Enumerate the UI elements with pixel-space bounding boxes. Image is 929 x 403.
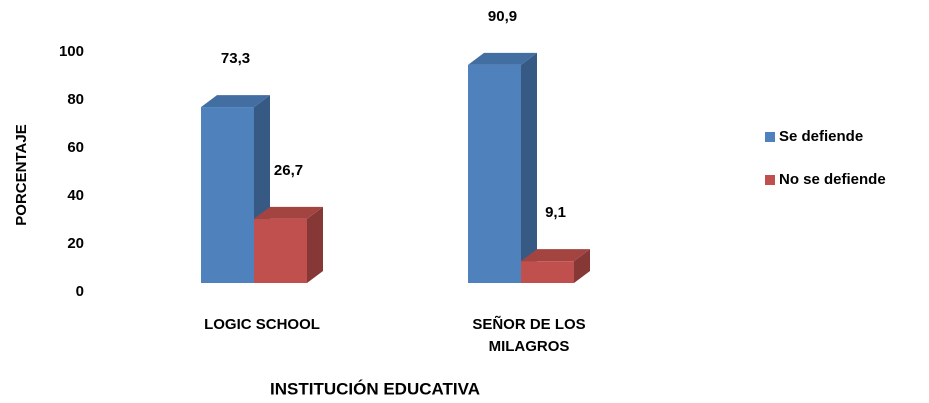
y-tick-label: 80 (67, 91, 84, 108)
data-label: 9,1 (545, 204, 566, 221)
bar (254, 218, 307, 283)
y-tick-label: 40 (67, 187, 84, 204)
data-label: 90,9 (488, 8, 517, 25)
legend-swatch (765, 175, 775, 185)
x-tick-label: SEÑOR DE LOS MILAGROS (472, 316, 586, 355)
y-tick-label: 100 (59, 43, 84, 60)
legend-swatch (765, 132, 775, 142)
bar-top (254, 206, 323, 219)
y-tick-label: 0 (76, 283, 84, 300)
x-axis-title: INSTITUCIÓN EDUCATIVA (270, 379, 480, 398)
bar-top (468, 52, 537, 65)
bar (468, 64, 521, 283)
data-label: 26,7 (274, 162, 303, 179)
x-tick-label: LOGIC SCHOOL (204, 316, 320, 333)
legend-label: No se defiende (779, 171, 886, 188)
bar-side (521, 52, 537, 284)
bar-side (574, 249, 590, 283)
y-axis-title: PORCENTAJE (13, 124, 30, 225)
bar (201, 107, 254, 283)
bar-top (201, 95, 270, 108)
bar-side (307, 206, 323, 283)
data-label: 73,3 (221, 50, 250, 67)
y-tick-label: 20 (67, 235, 84, 252)
bar (521, 261, 574, 283)
bar-top (521, 249, 590, 262)
legend-label: Se defiende (779, 128, 863, 145)
y-tick-label: 60 (67, 139, 84, 156)
